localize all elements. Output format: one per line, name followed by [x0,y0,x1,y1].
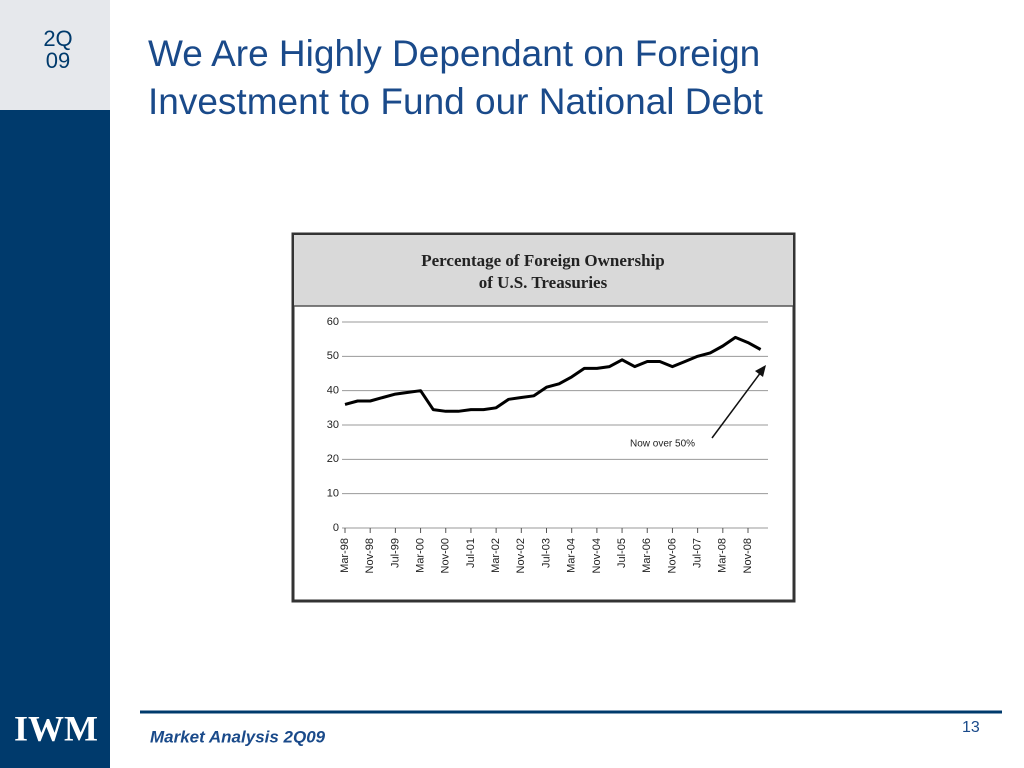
x-tick-label: Nov-98 [364,538,376,573]
y-tick-label: 0 [333,522,339,534]
page-number: 13 [962,719,980,736]
x-tick-label: Mar-04 [566,538,578,573]
x-tick-label: Jul-05 [616,538,628,568]
x-tick-label: Nov-02 [515,538,527,573]
chart-title: of U.S. Treasuries [479,273,608,292]
x-tick-label: Mar-06 [641,538,653,573]
x-tick-label: Jul-01 [465,538,477,568]
y-tick-label: 40 [327,385,339,397]
y-tick-label: 60 [327,316,339,328]
badge-line: 09 [46,48,70,73]
chart-header [294,235,793,306]
y-tick-label: 20 [327,453,339,465]
y-tick-label: 30 [327,419,339,431]
plot: 0 10 20 30 40 50 60 Mar-98 Nov-98 Jul-99 Mar-00 Nov… [327,316,768,573]
y-tick-label: 50 [327,350,339,362]
x-tick-label: Mar-98 [339,538,351,573]
badge-line: 2Q [43,26,72,51]
x-tick-label: Nov-08 [742,538,754,573]
annotation: Now over 50% [630,439,695,450]
data-line [344,335,762,413]
x-tick-label: Mar-08 [717,538,729,573]
annotation-arrow [711,367,765,439]
x-tick-label: Jul-99 [389,538,401,568]
x-tick-label: Jul-03 [540,538,552,568]
slide-title: We Are Highly Dependant on Foreign [148,33,760,74]
chart-title: Percentage of Foreign Ownership [421,251,664,270]
footer: Market Analysis 2Q09 [150,727,326,746]
x-tick-label: Nov-00 [440,538,452,573]
x-tick-label: Nov-04 [591,538,603,573]
x-tick-label: Jul-07 [692,538,704,568]
x-tick-label: Nov-06 [666,538,678,573]
slide-title: Investment to Fund our National Debt [148,81,764,122]
arrow-head [755,365,766,377]
y-tick-label: 10 [327,488,339,500]
logo: IWM [14,708,98,748]
x-tick-label: Mar-02 [490,538,502,573]
badge-box [0,0,110,110]
side-bar [0,110,110,768]
x-tick-label: Mar-00 [414,538,426,573]
